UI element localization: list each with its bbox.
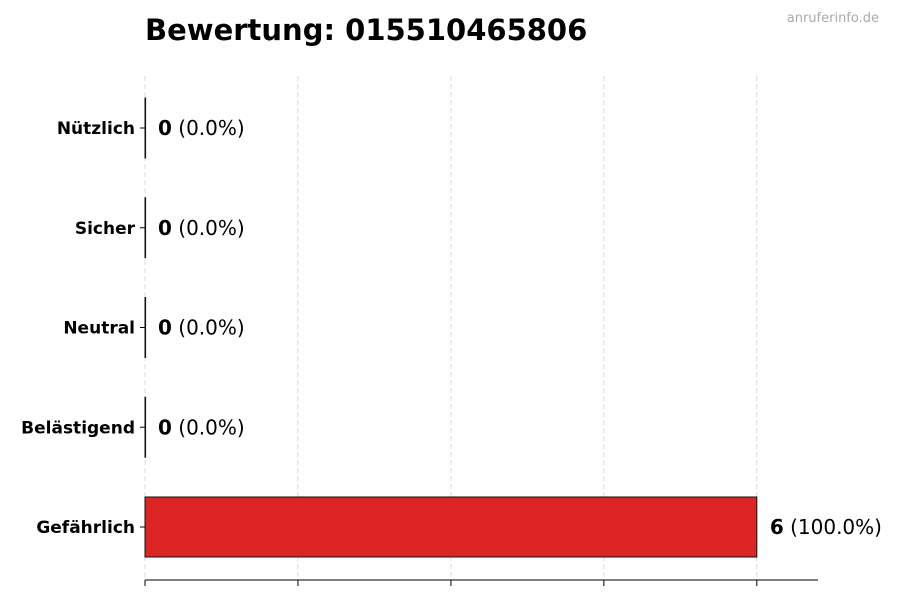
data-label-percent: (0.0%) [172, 415, 245, 439]
bar [144, 97, 147, 159]
data-label-count: 6 [770, 515, 784, 539]
data-label-count: 0 [158, 415, 172, 439]
data-label-percent: (0.0%) [172, 116, 245, 140]
data-label-count: 0 [158, 116, 172, 140]
data-label-percent: (0.0%) [172, 316, 245, 340]
data-label-percent: (100.0%) [784, 515, 882, 539]
data-label: 0 (0.0%) [158, 116, 245, 140]
category-label: Belästigend [21, 418, 135, 438]
chart-title: Bewertung: 015510465806 [145, 13, 587, 47]
category-label: Gefährlich [36, 518, 135, 538]
data-label-count: 0 [158, 316, 172, 340]
bar [144, 496, 758, 558]
data-label: 6 (100.0%) [770, 515, 882, 539]
category-label: Nützlich [57, 119, 135, 139]
watermark: anruferinfo.de [787, 11, 879, 26]
data-label: 0 (0.0%) [158, 415, 245, 439]
category-label: Neutral [63, 319, 135, 339]
data-label: 0 (0.0%) [158, 216, 245, 240]
bar [144, 197, 147, 259]
bar [144, 297, 147, 358]
category-label: Sicher [75, 219, 136, 239]
data-label-count: 0 [158, 216, 172, 240]
data-label: 0 (0.0%) [158, 316, 245, 340]
data-label-percent: (0.0%) [172, 216, 245, 240]
bar [144, 396, 147, 458]
